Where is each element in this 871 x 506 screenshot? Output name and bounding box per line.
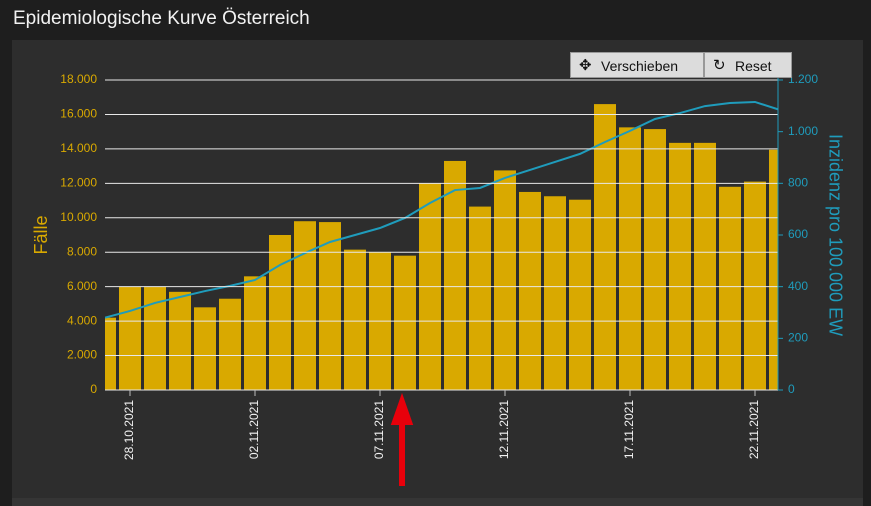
bar (319, 222, 341, 390)
bar (244, 276, 266, 390)
x-tick-label: 22.11.2021 (747, 400, 761, 459)
bar (544, 196, 566, 390)
y2-tick-label: 400 (788, 279, 808, 293)
panel-footer (12, 498, 863, 506)
bar (269, 235, 291, 390)
bar (744, 181, 766, 390)
bar (519, 191, 541, 390)
bar (669, 142, 691, 390)
y-tick-label: 2.000 (67, 348, 97, 362)
bar (344, 249, 366, 390)
bar (619, 127, 641, 390)
y-tick-label: 4.000 (67, 313, 97, 327)
y-tick-label: 16.000 (60, 107, 97, 121)
page-title: Epidemiologische Kurve Österreich (13, 8, 310, 29)
x-tick-label: 28.10.2021 (122, 400, 136, 460)
bar (105, 317, 116, 390)
y-tick-label: 6.000 (67, 279, 97, 293)
y2-tick-label: 600 (788, 227, 808, 241)
line (105, 100, 778, 319)
pan-button[interactable]: ✥ Verschieben (570, 52, 704, 78)
y2-tick-label: 1.200 (788, 72, 818, 86)
bar (469, 206, 491, 390)
x-tick-label: 07.11.2021 (372, 400, 386, 459)
annotation-arrow (390, 392, 414, 486)
button-label: Reset (735, 58, 772, 74)
bar (119, 286, 141, 390)
plot-area (105, 100, 778, 390)
x-tick-label: 12.11.2021 (497, 400, 511, 459)
bar (394, 255, 416, 390)
bar (194, 307, 216, 390)
y-tick-label: 8.000 (67, 244, 97, 258)
y-tick-label: 12.000 (60, 176, 97, 190)
y2-tick-label: 1.000 (788, 124, 818, 138)
bar (694, 142, 716, 390)
bar (769, 149, 778, 390)
y-tick-label: 10.000 (60, 210, 97, 224)
x-tick-label: 02.11.2021 (247, 400, 261, 459)
bar (644, 129, 666, 390)
bar (594, 104, 616, 390)
y-tick-label: 18.000 (60, 72, 97, 86)
button-label: Verschieben (601, 58, 679, 74)
y-axis-label: Fälle (31, 215, 51, 254)
y-tick-label: 14.000 (60, 141, 97, 155)
bar (494, 170, 516, 390)
bar (719, 186, 741, 390)
bar (294, 221, 316, 390)
reset-button[interactable]: ↻ Reset (704, 52, 792, 78)
y2-tick-label: 0 (788, 382, 795, 396)
y-tick-label: 0 (90, 382, 97, 396)
y2-axis-label: Inzidenz pro 100.000 EW (825, 134, 845, 336)
bar (569, 199, 591, 390)
y2-tick-label: 200 (788, 331, 808, 345)
x-tick-label: 17.11.2021 (622, 400, 636, 459)
bar (169, 291, 191, 390)
y2-tick-label: 800 (788, 176, 808, 190)
bar (219, 298, 241, 390)
bar (144, 286, 166, 390)
